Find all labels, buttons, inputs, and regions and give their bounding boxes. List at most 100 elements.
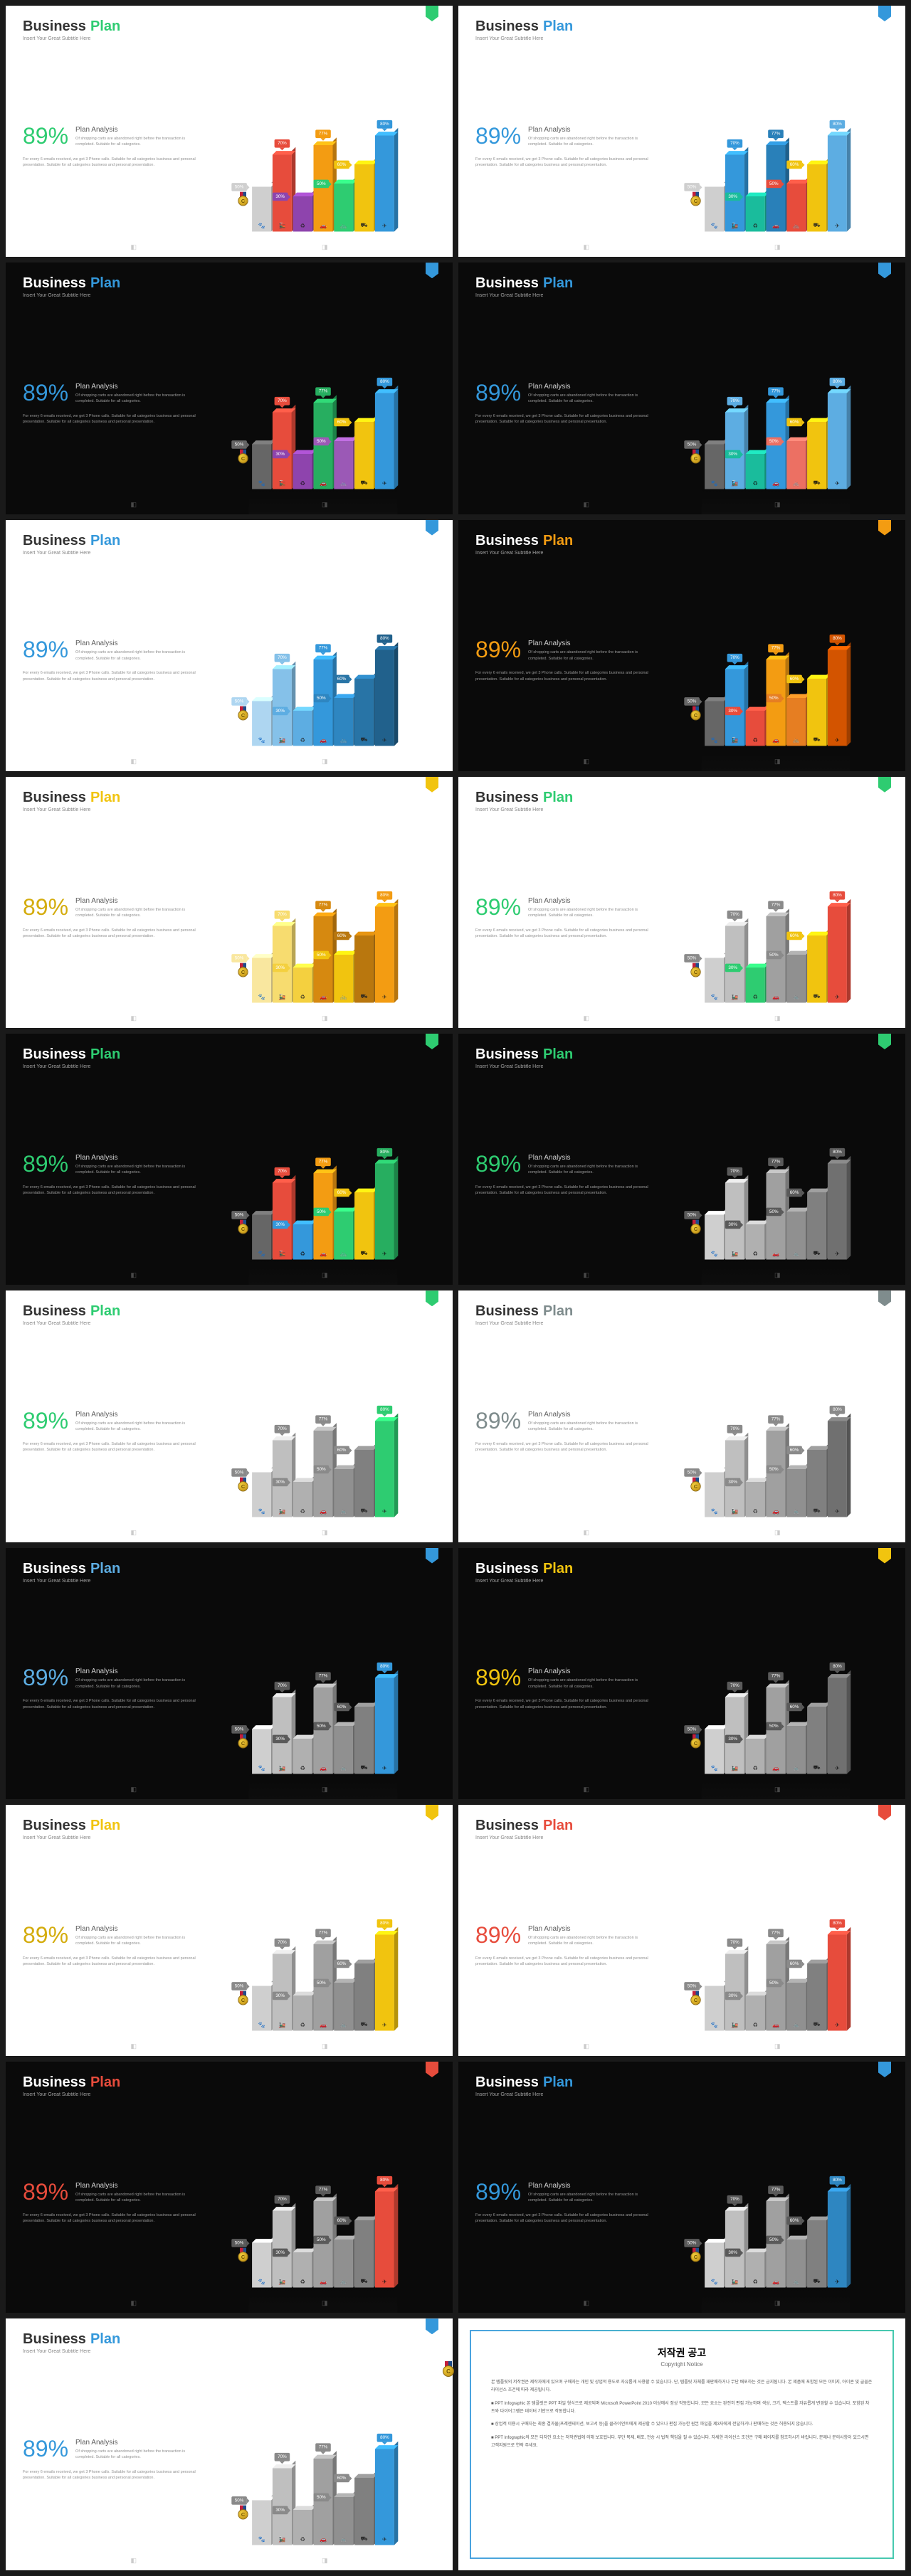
medal-icon: C (238, 449, 248, 463)
bar-callout: 80% (376, 1919, 392, 1928)
bar-callout: 50% (313, 694, 329, 702)
bar: 50%🐾 (705, 701, 724, 746)
bar-callout: 60% (334, 932, 349, 940)
bar-category-icon: 🐾 (710, 2279, 717, 2286)
bar-callout: 50% (684, 1982, 700, 1991)
bar-category-icon: 🐾 (710, 479, 717, 487)
subtitle: Insert Your Great Subtitle Here (23, 1321, 436, 1326)
bar-category-icon: 🐾 (710, 994, 717, 1001)
next-icon: ◨ (322, 2299, 328, 2307)
title-main: Business (23, 1561, 86, 1577)
bar-category-icon: 🚗 (772, 2022, 779, 2029)
bar-callout: 50% (313, 2493, 329, 2501)
bar-callout: 30% (725, 1734, 741, 1743)
template-slide: BusinessPlanInsert Your Great Subtitle H… (6, 6, 453, 257)
bar-callout: 30% (273, 1478, 288, 1486)
next-icon: ◨ (322, 501, 328, 509)
footer-text: For every 6 emails received, we get 3 Ph… (23, 1956, 196, 1968)
bar-callout: 80% (376, 2433, 392, 2442)
bar-category-icon: 🚂 (731, 479, 738, 487)
bar-callout: 77% (315, 387, 331, 396)
bar-category-icon: ♻ (300, 2022, 305, 2029)
title-accent: Plan (543, 2074, 573, 2091)
bar-category-icon: 🚂 (731, 1765, 738, 1772)
medal-icon: C (690, 192, 700, 206)
analysis-text: Of shopping carts are abandoned right be… (528, 907, 649, 919)
bar-callout: 80% (829, 635, 845, 643)
bar-callout: 70% (727, 654, 742, 662)
bar-category-icon: ✈ (382, 479, 387, 487)
analysis-title: Plan Analysis (75, 2439, 196, 2447)
bar: 60%⛟ (807, 1963, 826, 2031)
bar-callout: 70% (274, 654, 290, 662)
template-slide: BusinessPlanInsert Your Great Subtitle H… (6, 1290, 453, 1542)
bar-category-icon: 🐾 (710, 1765, 717, 1772)
analysis-text: Of shopping carts are abandoned right be… (528, 136, 649, 148)
analysis-text: Of shopping carts are abandoned right be… (75, 393, 196, 405)
bar-category-icon: 🚲 (793, 223, 800, 230)
bar-callout: 60% (786, 161, 802, 169)
bar-category-icon: ✈ (835, 479, 840, 487)
bar-category-icon: ♻ (300, 1765, 305, 1772)
bar-category-icon: 🚲 (793, 479, 800, 487)
analysis-title: Plan Analysis (75, 1411, 196, 1419)
big-percentage: 89% (475, 894, 521, 921)
bar: 77%🚗 (766, 1687, 785, 1774)
footer-text: For every 6 emails received, we get 3 Ph… (475, 928, 649, 940)
bar-category-icon: ✈ (835, 2022, 840, 2029)
bar-category-icon: ♻ (752, 1765, 757, 1772)
analysis-title: Plan Analysis (75, 897, 196, 905)
bar: 30%♻ (293, 2252, 312, 2288)
bar-callout: 77% (768, 2186, 784, 2195)
bar-callout: 50% (766, 951, 781, 960)
bar-callout: 60% (786, 2217, 802, 2225)
bar-category-icon: 🐾 (710, 1251, 717, 1258)
prev-icon: ◧ (583, 2299, 589, 2307)
bar: 77%🚗 (766, 1173, 785, 1260)
bar-callout: 70% (274, 1167, 290, 1176)
subtitle: Insert Your Great Subtitle Here (23, 36, 436, 41)
bar-chart: C50%🐾70%🚂30%♻77%🚗50%🚲60%⛟80%✈ (252, 1677, 394, 1774)
bar: 30%♻ (745, 1739, 764, 1774)
analysis-text: Of shopping carts are abandoned right be… (75, 1164, 196, 1176)
bar-category-icon: ♻ (752, 1251, 757, 1258)
next-icon: ◨ (322, 2042, 328, 2050)
analysis-text: Of shopping carts are abandoned right be… (528, 1935, 649, 1947)
subtitle: Insert Your Great Subtitle Here (475, 2092, 888, 2097)
page-nav-icons: ◧◨ (130, 501, 327, 509)
bar-callout: 50% (231, 697, 247, 706)
bar-category-icon: ⛟ (813, 479, 820, 487)
bar-callout: 30% (273, 706, 288, 715)
bar-callout: 60% (334, 2217, 349, 2225)
bar-category-icon: ♻ (300, 1507, 305, 1515)
bar-category-icon: 🚲 (340, 1251, 347, 1258)
bar: 77%🚗 (766, 659, 785, 746)
title-accent: Plan (90, 1303, 120, 1320)
prev-icon: ◧ (130, 1529, 137, 1537)
subtitle: Insert Your Great Subtitle Here (23, 807, 436, 812)
footer-text: For every 6 emails received, we get 3 Ph… (475, 1441, 649, 1453)
bar-callout: 77% (768, 644, 784, 652)
bar-callout: 50% (766, 1465, 781, 1473)
subtitle: Insert Your Great Subtitle Here (475, 1579, 888, 1584)
bar: 50%🚲 (334, 1212, 353, 1260)
bar: 50%🐾 (705, 187, 724, 232)
title-main: Business (475, 790, 539, 806)
bar-category-icon: 🚗 (320, 2022, 327, 2029)
bar: 60%⛟ (354, 1192, 374, 1260)
footer-text: For every 6 emails received, we get 3 Ph… (475, 1184, 649, 1197)
bar: 50%🐾 (705, 1986, 724, 2031)
bar-category-icon: 🚗 (320, 2535, 327, 2543)
bar-category-icon: ⛟ (360, 736, 367, 744)
notice-subtitle: Copyright Notice (491, 2361, 873, 2368)
bar-category-icon: ⛟ (360, 479, 367, 487)
bar-chart: C50%🐾70%🚂30%♻77%🚗50%🚲60%⛟80%✈ (252, 2449, 394, 2545)
medal-icon: C (238, 963, 248, 977)
subtitle: Insert Your Great Subtitle Here (475, 1835, 888, 1840)
bar-callout: 70% (727, 1682, 742, 1690)
bar-category-icon: 🚗 (320, 2279, 327, 2286)
bar-callout: 50% (766, 694, 781, 702)
bar-callout: 50% (684, 1725, 700, 1734)
subtitle: Insert Your Great Subtitle Here (475, 1321, 888, 1326)
bar-callout: 80% (376, 2176, 392, 2185)
